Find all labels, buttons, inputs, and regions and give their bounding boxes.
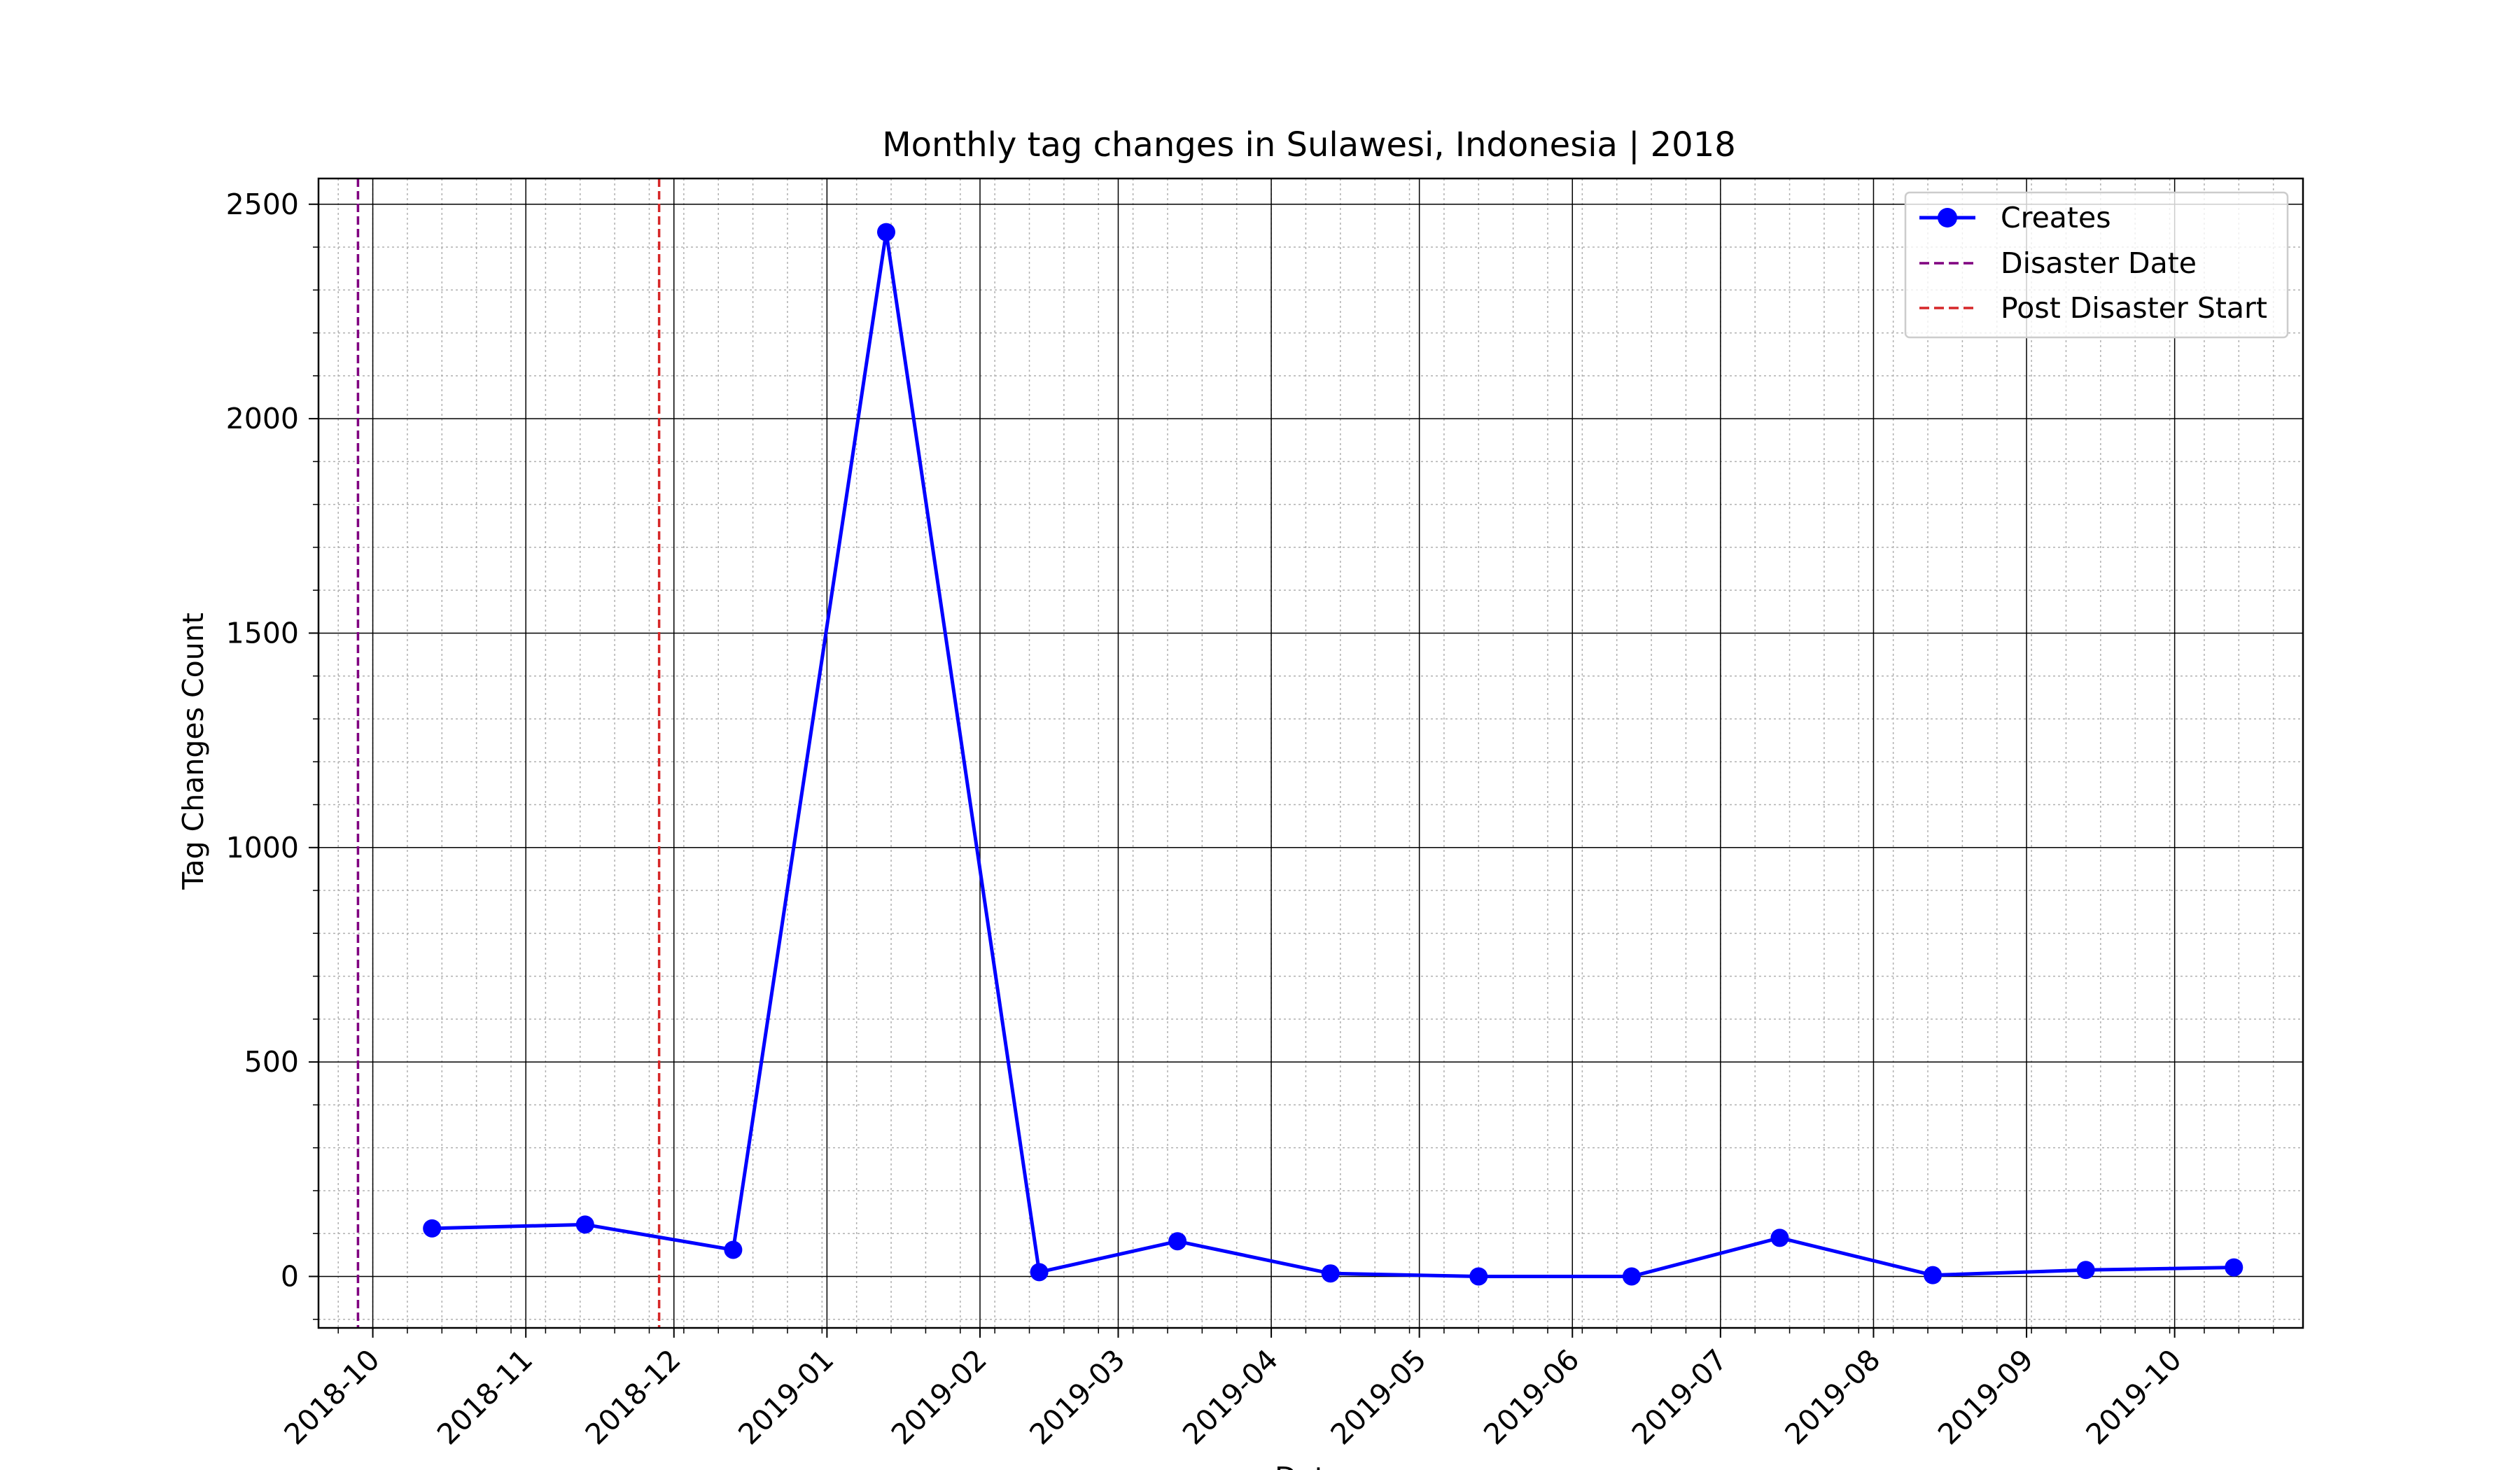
chart-title: Monthly tag changes in Sulawesi, Indones… bbox=[882, 125, 1736, 164]
data-point bbox=[1469, 1267, 1488, 1286]
data-point bbox=[1924, 1266, 1942, 1284]
data-point bbox=[724, 1240, 743, 1259]
data-point bbox=[877, 223, 896, 241]
legend-creates-label: Creates bbox=[2001, 201, 2111, 234]
data-point bbox=[1321, 1264, 1340, 1283]
data-point bbox=[423, 1219, 442, 1238]
x-tick-labels: 2018-10 2018-11 2018-12 2019-01 2019-02 2019-… bbox=[278, 1343, 2188, 1451]
x-tick-label: 2018-11 bbox=[430, 1343, 539, 1451]
data-point bbox=[1030, 1263, 1049, 1282]
series-line-creates bbox=[432, 230, 2234, 1278]
y-tick-label: 0 bbox=[281, 1259, 299, 1293]
x-tick-label: 2019-02 bbox=[885, 1343, 993, 1451]
x-tick-label: 2018-12 bbox=[579, 1343, 687, 1451]
axis-ticks bbox=[309, 203, 2274, 1338]
legend-creates-marker bbox=[1938, 208, 1957, 227]
x-tick-label: 2019-04 bbox=[1176, 1343, 1284, 1451]
y-tick-labels: 0 500 1000 1500 2000 2500 bbox=[226, 188, 299, 1294]
y-tick-label: 1500 bbox=[226, 616, 299, 650]
data-point bbox=[1168, 1232, 1187, 1251]
x-tick-label: 2019-08 bbox=[1778, 1343, 1886, 1451]
x-tick-label: 2019-09 bbox=[1931, 1343, 2040, 1451]
y-axis-label: Tag Changes Count bbox=[176, 612, 210, 890]
minor-grid bbox=[318, 178, 2303, 1328]
data-point bbox=[1622, 1267, 1641, 1286]
major-grid bbox=[318, 178, 2303, 1328]
x-tick-label: 2019-03 bbox=[1023, 1343, 1131, 1451]
data-point bbox=[2225, 1258, 2244, 1277]
y-tick-label: 2000 bbox=[226, 402, 299, 435]
series-layer bbox=[423, 223, 2244, 1286]
legend-disaster-date-label: Disaster Date bbox=[2001, 246, 2197, 280]
x-tick-label: 2019-05 bbox=[1324, 1343, 1433, 1451]
x-axis-label: Date bbox=[1275, 1461, 1343, 1470]
data-point bbox=[2076, 1261, 2095, 1280]
x-tick-label: 2019-07 bbox=[1625, 1343, 1734, 1451]
x-tick-label: 2019-06 bbox=[1477, 1343, 1586, 1451]
reference-lines bbox=[356, 178, 661, 1328]
legend: Creates Disaster Date Post Disaster Star… bbox=[1904, 191, 2289, 339]
data-point bbox=[575, 1215, 594, 1234]
y-tick-label: 1000 bbox=[226, 831, 299, 864]
legend-frame bbox=[1904, 191, 2289, 339]
y-tick-label: 500 bbox=[244, 1045, 299, 1079]
x-tick-label: 2018-10 bbox=[278, 1343, 386, 1451]
legend-post-disaster-start-label: Post Disaster Start bbox=[2001, 291, 2267, 325]
x-tick-label: 2019-01 bbox=[732, 1343, 840, 1451]
data-point bbox=[1770, 1228, 1789, 1247]
plot-area-frame bbox=[317, 177, 2304, 1329]
y-tick-label: 2500 bbox=[226, 188, 299, 221]
x-tick-label: 2019-10 bbox=[2080, 1343, 2188, 1451]
